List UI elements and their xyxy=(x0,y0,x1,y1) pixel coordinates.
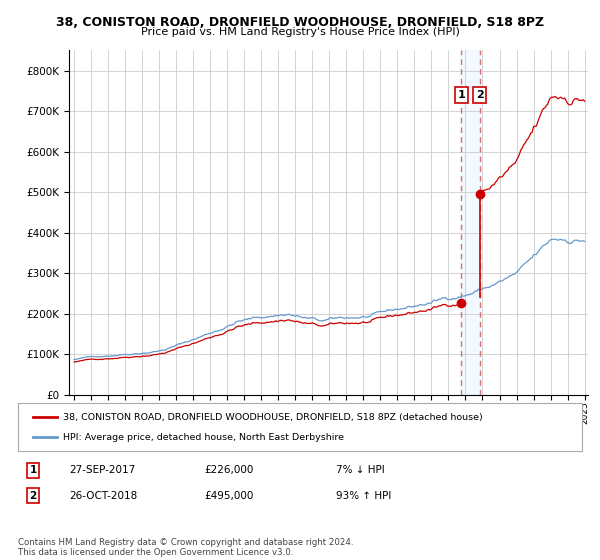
Text: 38, CONISTON ROAD, DRONFIELD WOODHOUSE, DRONFIELD, S18 8PZ: 38, CONISTON ROAD, DRONFIELD WOODHOUSE, … xyxy=(56,16,544,29)
Bar xyxy=(461,50,479,395)
Text: 93% ↑ HPI: 93% ↑ HPI xyxy=(336,491,391,501)
Text: Price paid vs. HM Land Registry's House Price Index (HPI): Price paid vs. HM Land Registry's House … xyxy=(140,27,460,37)
Text: 1: 1 xyxy=(29,465,37,475)
Text: 7% ↓ HPI: 7% ↓ HPI xyxy=(336,465,385,475)
Text: 27-SEP-2017: 27-SEP-2017 xyxy=(69,465,135,475)
Text: £495,000: £495,000 xyxy=(204,491,253,501)
Text: 2: 2 xyxy=(29,491,37,501)
Text: 1: 1 xyxy=(457,90,465,100)
Text: HPI: Average price, detached house, North East Derbyshire: HPI: Average price, detached house, Nort… xyxy=(63,433,344,442)
Text: 2: 2 xyxy=(476,90,484,100)
Text: Contains HM Land Registry data © Crown copyright and database right 2024.
This d: Contains HM Land Registry data © Crown c… xyxy=(18,538,353,557)
Text: 26-OCT-2018: 26-OCT-2018 xyxy=(69,491,137,501)
Text: £226,000: £226,000 xyxy=(204,465,253,475)
Text: 38, CONISTON ROAD, DRONFIELD WOODHOUSE, DRONFIELD, S18 8PZ (detached house): 38, CONISTON ROAD, DRONFIELD WOODHOUSE, … xyxy=(63,413,483,422)
